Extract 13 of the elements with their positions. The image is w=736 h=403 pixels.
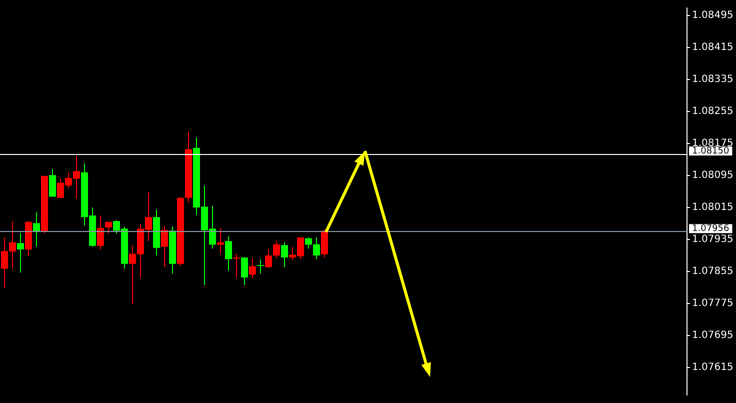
y-tick-label: 1.08255 (692, 106, 734, 118)
y-tick-label: 1.08495 (692, 10, 734, 22)
y-tick-label: 1.07615 (692, 362, 734, 374)
y-tick-label: 1.07935 (692, 234, 734, 246)
y-tick-label: 1.07855 (692, 266, 734, 278)
y-tick-label: 1.08015 (692, 202, 734, 214)
y-tick-label: 1.08095 (692, 170, 734, 182)
y-tick-label: 1.07695 (692, 330, 734, 342)
y-tick-label: 1.07775 (692, 298, 734, 310)
y-tick-label: 1.08415 (692, 42, 734, 54)
candlestick (257, 259, 264, 274)
y-tick-label: 1.08335 (692, 74, 734, 86)
ref-line-label: 1.07956 (692, 224, 730, 234)
